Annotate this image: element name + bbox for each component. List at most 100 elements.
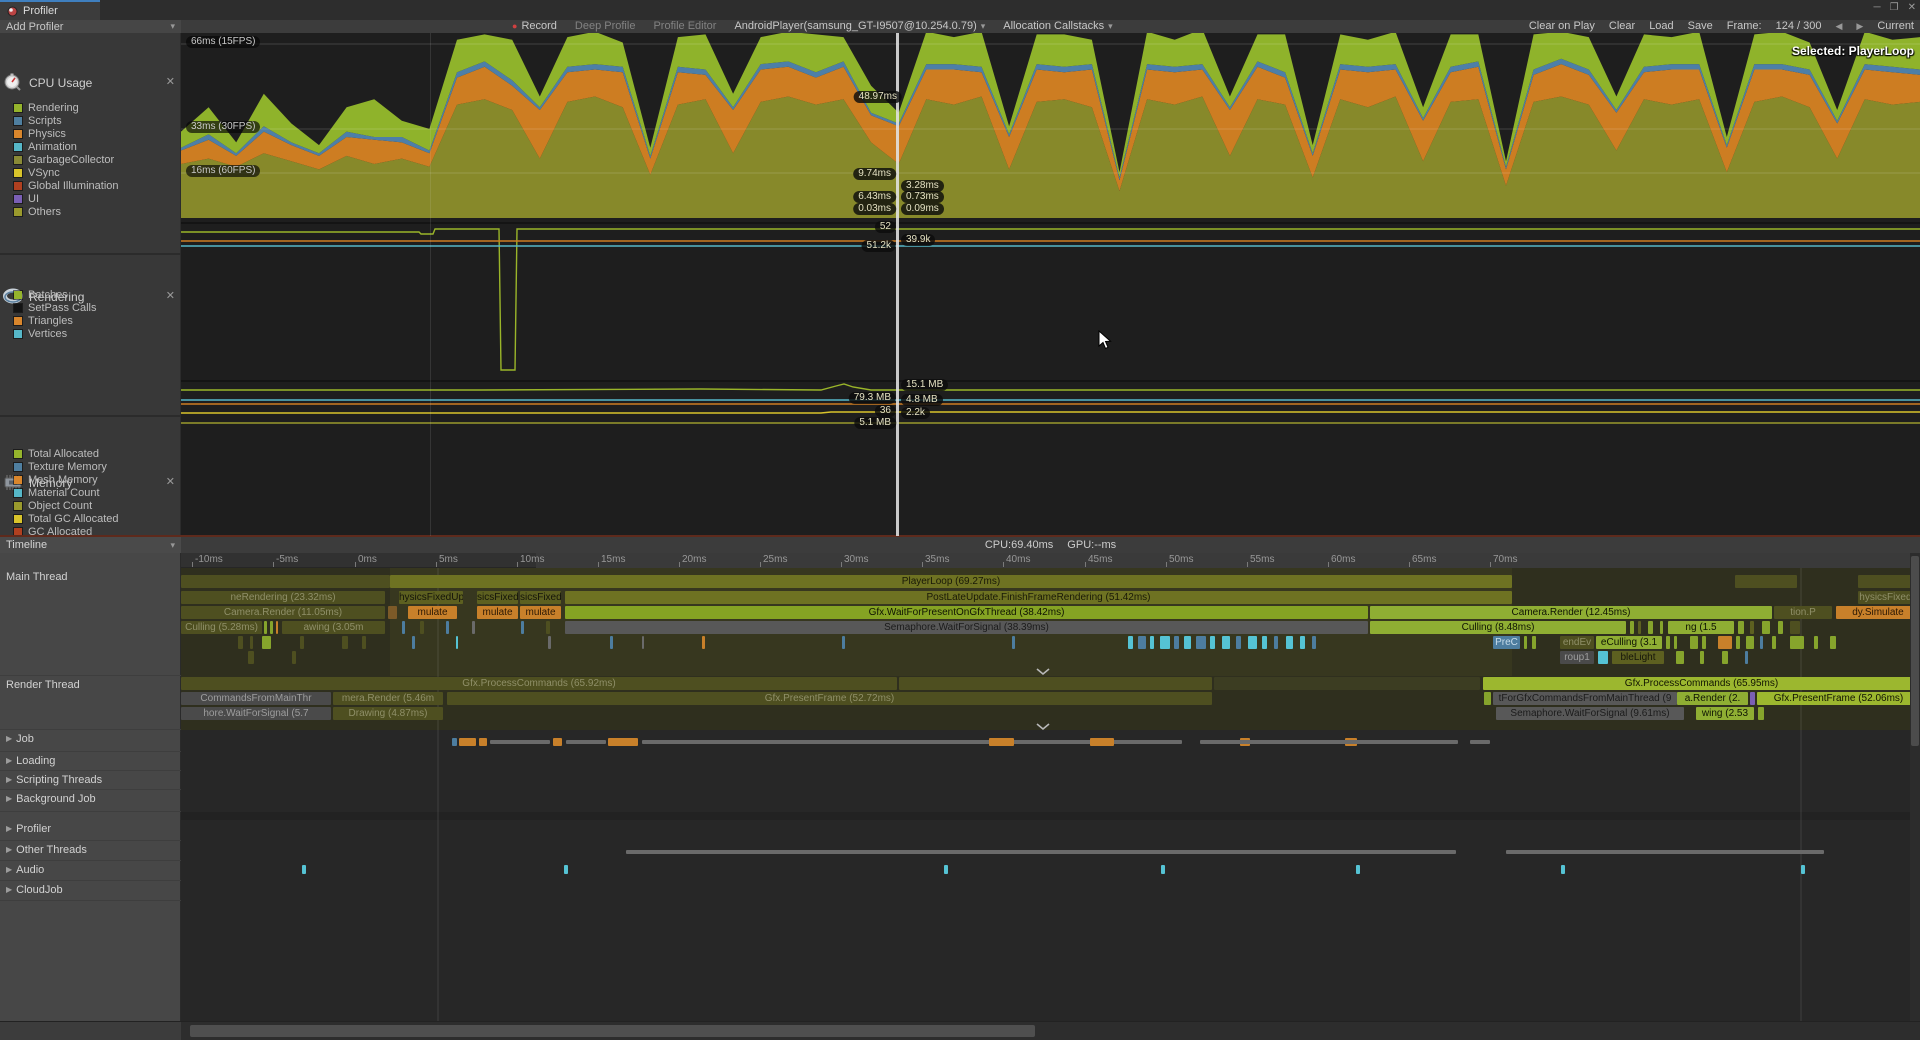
timeline-bar[interactable] xyxy=(446,621,449,634)
timeline-bar[interactable] xyxy=(1700,651,1704,664)
disclosure-triangle-icon[interactable]: ▶ xyxy=(6,885,13,894)
disclosure-triangle-icon[interactable]: ▶ xyxy=(6,845,13,854)
timeline-bar[interactable]: mulate xyxy=(520,606,561,619)
timeline-bar[interactable]: wing (2.53 xyxy=(1696,707,1754,720)
timeline-bar[interactable] xyxy=(702,636,705,649)
prev-frame-button[interactable]: ◀ xyxy=(1835,21,1843,31)
timeline-bar[interactable] xyxy=(1750,692,1755,705)
thread-row-audio[interactable]: ▶ Audio xyxy=(0,861,181,881)
next-frame-button[interactable]: ▶ xyxy=(1856,21,1864,31)
timeline-bar[interactable] xyxy=(1648,621,1653,634)
timeline-bar[interactable] xyxy=(238,636,243,649)
timeline-bar[interactable]: tForGfxCommandsFromMainThread (9 xyxy=(1493,692,1677,705)
timeline-bar[interactable] xyxy=(1184,636,1191,649)
legend-item-setpass-calls[interactable]: SetPass Calls xyxy=(0,301,181,314)
thread-row-profiler[interactable]: ▶ Profiler xyxy=(0,820,181,841)
timeline-bar[interactable] xyxy=(388,606,397,619)
timeline-bar[interactable] xyxy=(1598,651,1608,664)
timeline-bar[interactable] xyxy=(553,738,562,746)
legend-item-garbagecollector[interactable]: GarbageCollector xyxy=(0,153,181,166)
legend-item-rendering[interactable]: Rendering xyxy=(0,101,181,114)
timeline-bar[interactable]: Drawing (4.87ms) xyxy=(333,707,443,720)
load-button[interactable]: Load xyxy=(1649,20,1674,32)
thread-row-scripting-threads[interactable]: ▶ Scripting Threads xyxy=(0,771,181,790)
thread-row-background-job[interactable]: ▶ Background Job xyxy=(0,790,181,812)
timeline-bar[interactable] xyxy=(1702,636,1706,649)
timeline-bar[interactable] xyxy=(490,740,550,744)
timeline-bar[interactable] xyxy=(1214,677,1480,690)
timeline-bar[interactable] xyxy=(1790,636,1804,649)
timeline-bar[interactable] xyxy=(1174,636,1179,649)
timeline-bar[interactable] xyxy=(608,738,638,746)
timeline-bar[interactable] xyxy=(1801,865,1805,874)
clear-on-play-button[interactable]: Clear on Play xyxy=(1528,20,1595,32)
timeline-bar[interactable] xyxy=(1814,636,1818,649)
timeline-bar[interactable] xyxy=(264,621,267,634)
timeline-bar[interactable] xyxy=(1506,850,1824,854)
disclosure-triangle-icon[interactable]: ▶ xyxy=(6,794,13,803)
timeline-bar[interactable] xyxy=(456,636,458,649)
timeline-bar[interactable] xyxy=(1262,636,1267,649)
collapse-chevron-icon[interactable] xyxy=(1035,663,1051,676)
legend-item-vsync[interactable]: VSync xyxy=(0,166,181,179)
maximize-icon[interactable]: ❐ xyxy=(1889,2,1899,13)
timeline-bar[interactable] xyxy=(642,740,1182,744)
timeline-bar[interactable] xyxy=(1312,636,1316,649)
timeline-bar[interactable] xyxy=(546,621,550,634)
timeline-bar[interactable] xyxy=(548,636,551,649)
timeline-bar[interactable] xyxy=(1532,636,1536,649)
timeline-bar[interactable] xyxy=(1524,636,1527,649)
current-frame-button[interactable]: Current xyxy=(1877,20,1914,32)
save-button[interactable]: Save xyxy=(1687,20,1713,32)
legend-item-ui[interactable]: UI xyxy=(0,192,181,205)
thread-row-render-thread[interactable]: Render Thread xyxy=(0,676,181,730)
legend-item-gc-allocated[interactable]: GC Allocated xyxy=(0,525,181,538)
timeline-bar[interactable] xyxy=(1210,636,1215,649)
legend-item-animation[interactable]: Animation xyxy=(0,140,181,153)
timeline-bar[interactable]: Gfx.WaitForPresentOnGfxThread (38.42ms) xyxy=(565,606,1368,619)
minimize-icon[interactable]: ─ xyxy=(1873,2,1881,13)
close-icon[interactable]: ✕ xyxy=(165,476,175,488)
timeline-bar[interactable] xyxy=(566,740,606,744)
legend-item-total-gc-allocated[interactable]: Total GC Allocated xyxy=(0,512,181,525)
legend-item-vertices[interactable]: Vertices xyxy=(0,327,181,340)
timeline-bar[interactable]: mulate xyxy=(408,606,457,619)
legend-item-others[interactable]: Others xyxy=(0,205,181,218)
timeline-bar[interactable] xyxy=(1300,636,1305,649)
timeline-bar[interactable] xyxy=(1274,636,1278,649)
timeline-bar[interactable] xyxy=(1222,636,1230,649)
vertical-scrollbar[interactable] xyxy=(1910,553,1920,1021)
timeline-bar[interactable]: roup1 xyxy=(1560,651,1594,664)
timeline-bar[interactable]: CommandsFromMainThr xyxy=(181,692,331,705)
disclosure-triangle-icon[interactable]: ▶ xyxy=(6,756,13,765)
timeline-bar[interactable] xyxy=(1470,740,1490,744)
timeline-bar[interactable] xyxy=(1200,740,1458,744)
thread-row-loading[interactable]: ▶ Loading xyxy=(0,752,181,771)
timeline-bar[interactable] xyxy=(989,738,1014,746)
timeline-bar[interactable] xyxy=(1090,738,1114,746)
timeline-bar[interactable] xyxy=(342,636,348,649)
timeline-bar[interactable] xyxy=(1722,651,1728,664)
legend-item-physics[interactable]: Physics xyxy=(0,127,181,140)
timeline-bar[interactable] xyxy=(1690,636,1698,649)
horizontal-scrollbar[interactable] xyxy=(0,1021,1920,1040)
timeline-bar[interactable] xyxy=(1674,636,1677,649)
timeline-ruler[interactable]: -10ms -5ms 0ms 5ms 10ms 15ms 20ms 25ms 30ms 35ms 4… xyxy=(181,553,1920,568)
timeline-bar[interactable] xyxy=(1484,692,1491,705)
timeline-bar[interactable] xyxy=(1666,636,1670,649)
timeline-bar[interactable]: hore.WaitForSignal (5.7 xyxy=(181,707,331,720)
legend-item-object-count[interactable]: Object Count xyxy=(0,499,181,512)
timeline-view-dropdown[interactable]: Timeline ▾ xyxy=(0,537,181,553)
timeline-bar[interactable]: dy.Simulate xyxy=(1836,606,1920,619)
timeline-bar[interactable]: sicsFixed xyxy=(520,591,561,604)
thread-row-job[interactable]: ▶ Job xyxy=(0,730,181,752)
timeline-bar[interactable]: PostLateUpdate.FinishFrameRendering (51.… xyxy=(565,591,1512,604)
timeline-bar[interactable] xyxy=(899,677,1212,690)
add-profiler-dropdown[interactable]: Add Profiler ▾ xyxy=(0,20,181,33)
timeline-bar[interactable] xyxy=(276,621,278,634)
timeline-bar[interactable] xyxy=(1356,865,1360,874)
timeline-bar[interactable] xyxy=(1150,636,1154,649)
timeline-bar[interactable] xyxy=(1746,636,1754,649)
timeline-bar[interactable]: Camera.Render (12.45ms) xyxy=(1370,606,1772,619)
timeline-bar[interactable]: Camera.Render (11.05ms) xyxy=(181,606,385,619)
